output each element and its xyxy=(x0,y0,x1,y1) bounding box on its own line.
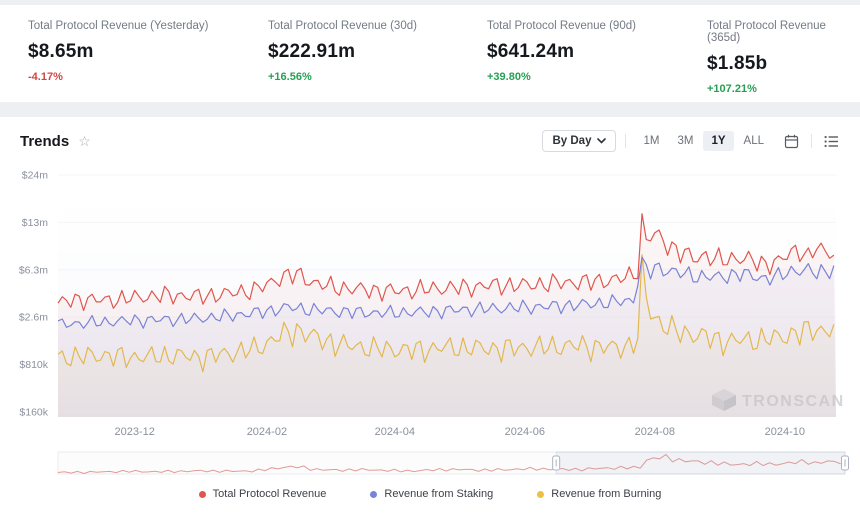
stat-value: $1.85b xyxy=(707,53,768,74)
range-button-3m[interactable]: 3M xyxy=(669,131,701,151)
stat-delta: -4.17% xyxy=(28,71,63,83)
chart-navigator[interactable] xyxy=(0,449,860,479)
trends-title: Trends xyxy=(20,132,70,150)
separator xyxy=(625,134,627,148)
stat-label: Total Protocol Revenue (Yesterday) xyxy=(28,20,209,32)
series-area-2 xyxy=(58,254,836,417)
stat-label: Total Protocol Revenue (90d) xyxy=(487,20,636,32)
stat-label: Total Protocol Revenue (30d) xyxy=(268,20,417,32)
legend-label: Total Protocol Revenue xyxy=(212,488,327,500)
legend-label: Revenue from Staking xyxy=(384,488,494,500)
revenue-trends-chart[interactable]: $24m $13m $6.3m $2.6m $810k $160k 2023-12 2024-… xyxy=(0,159,860,447)
chevron-down-icon xyxy=(597,138,607,144)
chart-legend: Total Protocol Revenue Revenue from Stak… xyxy=(0,488,860,500)
stat-delta: +39.80% xyxy=(487,71,531,83)
stat-value: $641.24m xyxy=(487,41,575,62)
stat-card-365d: Total Protocol Revenue (365d) $1.85b +10… xyxy=(707,5,860,102)
x-axis-labels: 2023-12 2024-02 2024-04 2024-06 2024-08 2024-… xyxy=(115,426,805,438)
series-line-1 xyxy=(57,256,835,329)
legend-dot xyxy=(370,490,378,498)
tronscan-watermark: TRONSCAN xyxy=(712,389,845,411)
legend-item-revenue-from-staking[interactable]: Revenue from Staking xyxy=(370,488,493,500)
series-area-1 xyxy=(58,257,836,417)
svg-text:2024-10: 2024-10 xyxy=(765,426,805,438)
svg-text:2024-04: 2024-04 xyxy=(375,426,415,438)
svg-text:$810k: $810k xyxy=(19,359,48,371)
navigator-window xyxy=(555,451,846,475)
stat-card-30d: Total Protocol Revenue (30d) $222.91m +1… xyxy=(268,5,487,102)
protocol-revenue-stats-bar: Total Protocol Revenue (Yesterday) $8.65… xyxy=(0,5,860,102)
stat-delta: +16.56% xyxy=(268,71,312,83)
navigator-sparkline xyxy=(57,453,841,475)
navigator-handle-right xyxy=(841,455,849,471)
svg-text:$24m: $24m xyxy=(22,170,49,182)
navigator-handle-left xyxy=(552,455,561,471)
svg-text:TRONSCAN: TRONSCAN xyxy=(742,393,845,410)
trends-card: Trends ☆ By Day 1M 3M 1Y ALL xyxy=(0,117,860,519)
plot-backdrop xyxy=(58,173,836,417)
legend-label: Revenue from Burning xyxy=(551,488,662,500)
svg-text:$13m: $13m xyxy=(22,217,49,229)
svg-text:2024-06: 2024-06 xyxy=(505,426,545,438)
range-selector: 1M 3M 1Y ALL xyxy=(635,131,772,151)
svg-text:2023-12: 2023-12 xyxy=(115,426,155,438)
calendar-button[interactable] xyxy=(781,132,802,151)
stat-delta: +107.21% xyxy=(707,83,757,95)
stat-label: Total Protocol Revenue (365d) xyxy=(707,20,826,44)
stat-value: $222.91m xyxy=(268,41,356,62)
legend-dot xyxy=(537,490,545,498)
range-button-1m[interactable]: 1M xyxy=(635,131,667,151)
stat-value: $8.65m xyxy=(28,41,94,62)
trends-header: Trends ☆ By Day 1M 3M 1Y ALL xyxy=(0,117,860,159)
group-by-label: By Day xyxy=(552,135,592,147)
svg-text:$6.3m: $6.3m xyxy=(19,264,48,276)
svg-text:2024-02: 2024-02 xyxy=(247,426,287,438)
stat-card-90d: Total Protocol Revenue (90d) $641.24m +3… xyxy=(487,5,707,102)
svg-text:$2.6m: $2.6m xyxy=(19,312,48,324)
range-button-all[interactable]: ALL xyxy=(736,131,772,151)
chart-controls: By Day 1M 3M 1Y ALL xyxy=(542,130,842,152)
svg-text:$160k: $160k xyxy=(19,407,48,419)
legend-item-revenue-from-burning[interactable]: Revenue from Burning xyxy=(537,488,661,500)
favorite-star-icon[interactable]: ☆ xyxy=(78,133,91,149)
svg-text:2024-08: 2024-08 xyxy=(635,426,675,438)
series-line-2 xyxy=(57,254,835,373)
group-by-dropdown[interactable]: By Day xyxy=(542,130,617,152)
series-line-0 xyxy=(57,213,835,312)
list-icon xyxy=(824,135,838,147)
stat-card-yesterday: Total Protocol Revenue (Yesterday) $8.65… xyxy=(28,5,268,102)
chart-list-menu-button[interactable] xyxy=(821,133,842,150)
series-area-0 xyxy=(58,213,836,417)
calendar-icon xyxy=(784,134,799,148)
legend-item-total-protocol-revenue[interactable]: Total Protocol Revenue xyxy=(198,488,327,500)
legend-dot xyxy=(198,490,206,498)
y-axis-labels: $24m $13m $6.3m $2.6m $810k $160k xyxy=(19,170,836,419)
range-button-1y[interactable]: 1Y xyxy=(703,131,734,151)
separator xyxy=(811,134,812,148)
